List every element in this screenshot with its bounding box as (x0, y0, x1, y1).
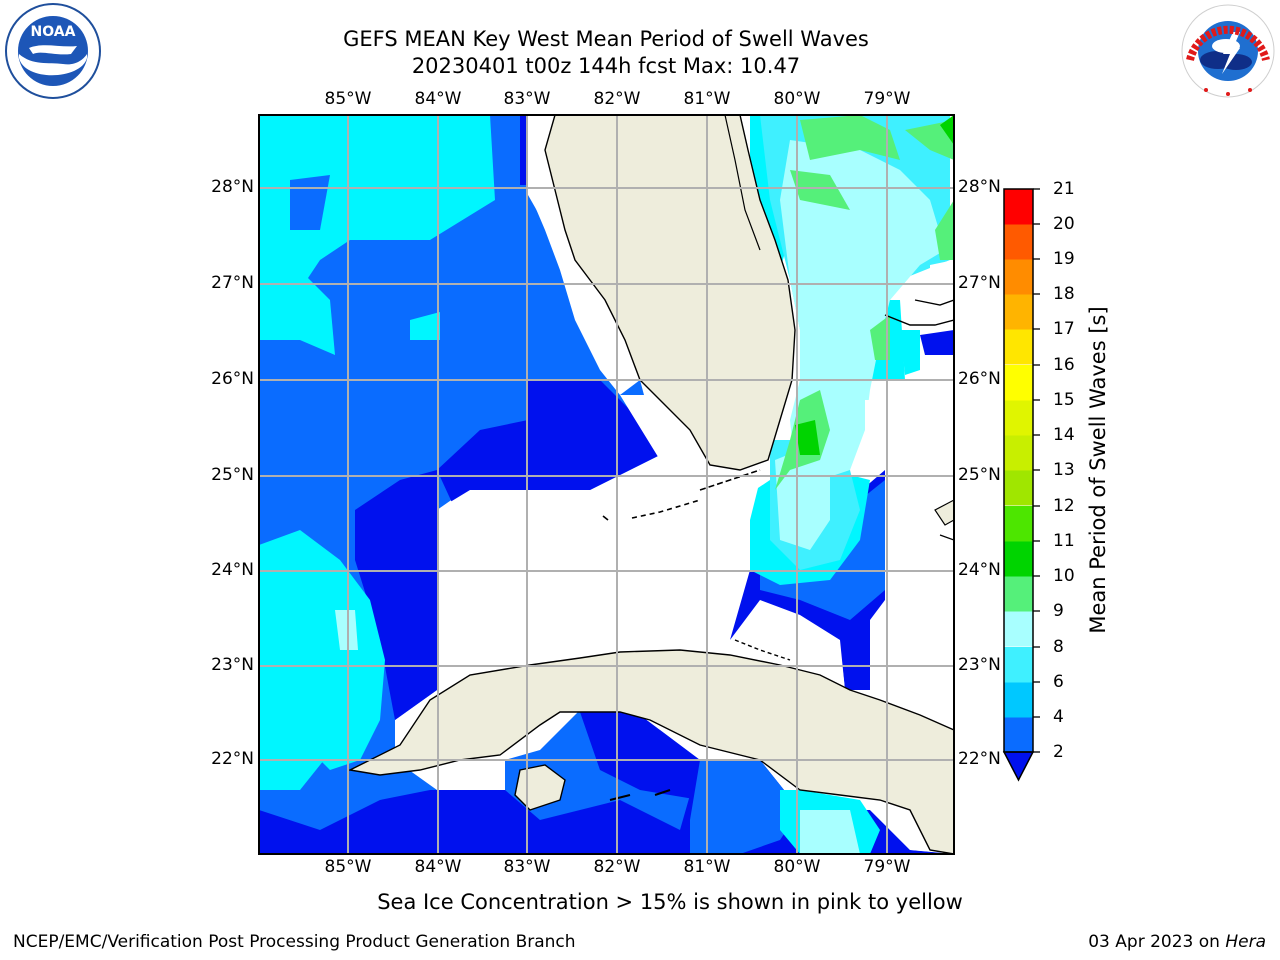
lon-label-bottom: 81°W (683, 857, 731, 877)
lon-label-bottom: 83°W (503, 857, 551, 877)
lat-label-right: 24°N (958, 560, 1001, 580)
map-frame (258, 114, 955, 855)
lon-label-top: 85°W (324, 89, 372, 109)
swell-zone-under2-center (437, 380, 660, 520)
colorbar-tick-label: 12 (1053, 496, 1075, 516)
colorbar-tick-label: 20 (1053, 214, 1075, 234)
colorbar-tick-label: 4 (1053, 707, 1064, 727)
lon-label-top: 81°W (683, 89, 731, 109)
footer-machine: Hera (1225, 932, 1266, 952)
swell-zone-under2-west (355, 470, 437, 720)
colorbar (1002, 188, 1035, 782)
lat-label-left: 22°N (211, 749, 254, 769)
colorbar-tick-label: 21 (1053, 179, 1075, 199)
sea-ice-note: Sea Ice Concentration > 15% is shown in … (0, 890, 1280, 914)
swell-zone-4-6s (259, 115, 495, 290)
cuba-land (347, 649, 954, 854)
colorbar-tick-label: 19 (1053, 249, 1075, 269)
lon-label-bottom: 85°W (324, 857, 372, 877)
lat-label-left: 27°N (211, 273, 254, 293)
footer-date-text: 03 Apr 2023 on (1088, 932, 1226, 952)
lon-label-top: 80°W (773, 89, 821, 109)
colorbar-tick-label: 16 (1053, 355, 1075, 375)
lat-label-left: 25°N (211, 465, 254, 485)
lat-label-left: 24°N (211, 560, 254, 580)
lat-label-right: 26°N (958, 369, 1001, 389)
lon-label-top: 84°W (414, 89, 462, 109)
noaa-logo-text: NOAA (31, 24, 76, 40)
lat-label-right: 22°N (958, 749, 1001, 769)
colorbar-tick-label: 15 (1053, 390, 1075, 410)
colorbar-label: Mean Period of Swell Waves [s] (1086, 306, 1110, 634)
lon-label-bottom: 82°W (593, 857, 641, 877)
lat-label-left: 28°N (211, 177, 254, 197)
lat-label-left: 23°N (211, 655, 254, 675)
noaa-logo-icon: NOAA (5, 3, 101, 99)
colorbar-tick-marks (1033, 188, 1040, 753)
colorbar-tick-label: 17 (1053, 319, 1075, 339)
lon-label-top: 79°W (863, 89, 911, 109)
colorbar-tick-label: 9 (1053, 601, 1064, 621)
colorbar-tick-label: 11 (1053, 531, 1075, 551)
lat-label-right: 23°N (958, 655, 1001, 675)
footer-credit: NCEP/EMC/Verification Post Processing Pr… (13, 932, 576, 952)
lat-label-right: 25°N (958, 465, 1001, 485)
colorbar-tick-label: 14 (1053, 425, 1075, 445)
footer-date: 03 Apr 2023 on Hera (1088, 932, 1266, 952)
colorbar-tick-label: 2 (1053, 742, 1064, 762)
lon-label-top: 82°W (593, 89, 641, 109)
nws-logo-icon (1181, 4, 1275, 98)
florida-land (544, 115, 796, 471)
colorbar-tick-label: 6 (1053, 672, 1064, 692)
colorbar-tick-label: 10 (1053, 566, 1075, 586)
lat-label-right: 27°N (958, 273, 1001, 293)
colorbar-tick-label: 13 (1053, 460, 1075, 480)
swell-zone-9-10s (800, 115, 900, 160)
graticule (259, 115, 954, 854)
lat-label-right: 28°N (958, 177, 1001, 197)
map-subtitle: 20230401 t00z 144h fcst Max: 10.47 (411, 54, 801, 78)
colorbar-tick-label: 18 (1053, 284, 1075, 304)
sea-ice-note-text: Sea Ice Concentration > 15% is shown in … (377, 890, 963, 914)
lon-label-top: 83°W (503, 89, 551, 109)
lon-label-bottom: 84°W (414, 857, 462, 877)
map-title: GEFS MEAN Key West Mean Period of Swell … (343, 27, 869, 51)
lon-label-bottom: 79°W (863, 857, 911, 877)
lat-label-left: 26°N (211, 369, 254, 389)
lon-label-bottom: 80°W (773, 857, 821, 877)
colorbar-tick-label: 8 (1053, 637, 1064, 657)
